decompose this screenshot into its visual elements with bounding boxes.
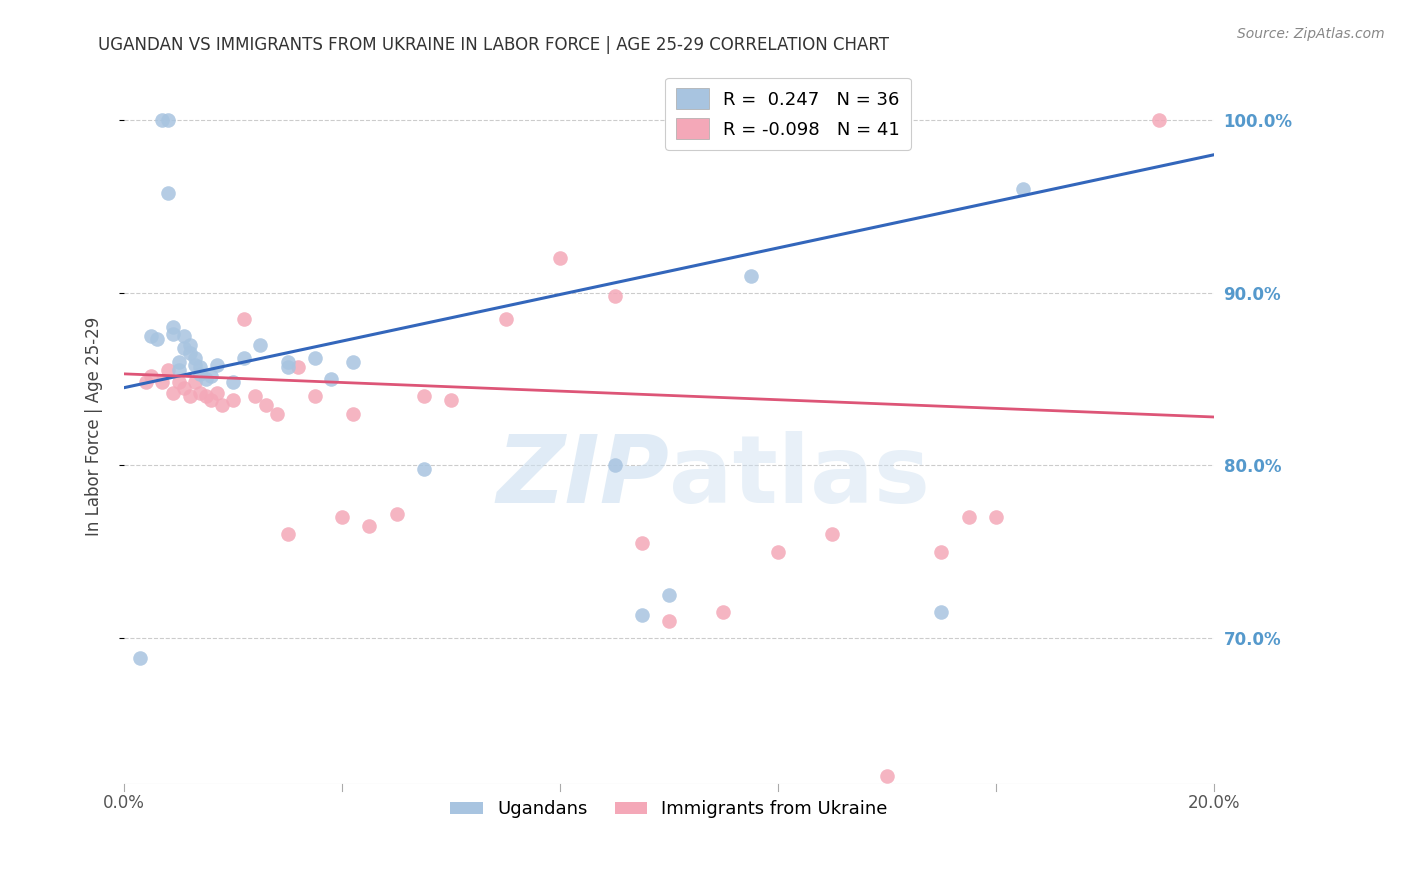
Text: Source: ZipAtlas.com: Source: ZipAtlas.com: [1237, 27, 1385, 41]
Point: [194, 389, 217, 403]
Point: [222, 392, 245, 407]
Point: [277, 355, 299, 369]
Point: [150, 113, 173, 128]
Point: [766, 544, 789, 558]
Point: [287, 359, 309, 374]
Point: [179, 346, 201, 360]
Point: [146, 332, 169, 346]
Point: [243, 389, 266, 403]
Point: [548, 252, 571, 266]
Point: [205, 358, 228, 372]
Text: atlas: atlas: [669, 431, 929, 523]
Point: [222, 376, 245, 390]
Point: [1149, 113, 1171, 128]
Point: [200, 368, 222, 383]
Point: [141, 368, 163, 383]
Point: [304, 351, 326, 366]
Point: [603, 289, 626, 303]
Point: [173, 341, 195, 355]
Point: [179, 389, 201, 403]
Point: [184, 376, 207, 390]
Point: [200, 392, 222, 407]
Legend: Ugandans, Immigrants from Ukraine: Ugandans, Immigrants from Ukraine: [443, 793, 896, 825]
Point: [167, 355, 190, 369]
Point: [658, 614, 681, 628]
Point: [984, 510, 1007, 524]
Point: [205, 385, 228, 400]
Point: [233, 351, 256, 366]
Point: [190, 385, 212, 400]
Point: [162, 327, 184, 342]
Point: [330, 510, 353, 524]
Point: [658, 588, 681, 602]
Y-axis label: In Labor Force | Age 25-29: In Labor Force | Age 25-29: [86, 317, 103, 536]
Point: [266, 407, 288, 421]
Point: [211, 398, 233, 412]
Point: [190, 359, 212, 374]
Point: [342, 407, 364, 421]
Point: [630, 608, 652, 623]
Text: UGANDAN VS IMMIGRANTS FROM UKRAINE IN LABOR FORCE | AGE 25-29 CORRELATION CHART: UGANDAN VS IMMIGRANTS FROM UKRAINE IN LA…: [98, 36, 890, 54]
Point: [129, 651, 152, 665]
Point: [277, 527, 299, 541]
Point: [931, 544, 953, 558]
Point: [135, 376, 157, 390]
Point: [173, 329, 195, 343]
Point: [603, 458, 626, 473]
Point: [304, 389, 326, 403]
Point: [167, 363, 190, 377]
Point: [156, 186, 179, 200]
Point: [156, 113, 179, 128]
Point: [412, 461, 434, 475]
Point: [190, 367, 212, 381]
Point: [150, 376, 173, 390]
Point: [412, 389, 434, 403]
Point: [277, 359, 299, 374]
Point: [342, 355, 364, 369]
Point: [740, 268, 762, 283]
Point: [495, 311, 517, 326]
Point: [630, 536, 652, 550]
Point: [173, 381, 195, 395]
Point: [249, 337, 271, 351]
Point: [194, 372, 217, 386]
Point: [931, 605, 953, 619]
Point: [385, 507, 408, 521]
Point: [162, 320, 184, 334]
Point: [440, 392, 463, 407]
Point: [254, 398, 277, 412]
Point: [167, 376, 190, 390]
Point: [957, 510, 980, 524]
Point: [713, 605, 735, 619]
Point: [821, 527, 844, 541]
Point: [184, 351, 207, 366]
Point: [141, 329, 163, 343]
Point: [179, 337, 201, 351]
Point: [184, 358, 207, 372]
Point: [359, 518, 381, 533]
Point: [321, 372, 343, 386]
Point: [233, 311, 256, 326]
Point: [156, 363, 179, 377]
Text: ZIP: ZIP: [496, 431, 669, 523]
Point: [1012, 182, 1035, 196]
Point: [162, 385, 184, 400]
Point: [876, 769, 898, 783]
